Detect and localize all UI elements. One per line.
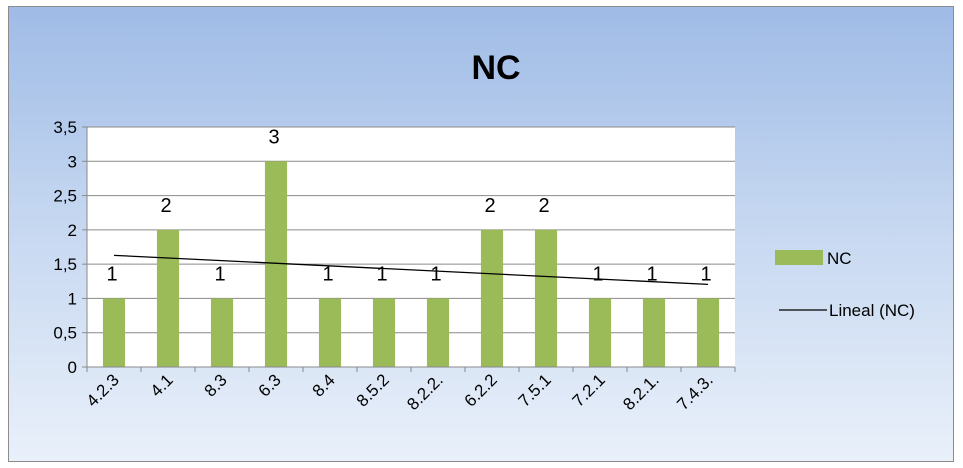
y-tick-label: 2,5 bbox=[53, 187, 77, 206]
bar-nc bbox=[642, 298, 666, 367]
data-label: 1 bbox=[700, 263, 711, 285]
x-axis: 4.2.3 4.1 8.3 6.3 8.4 8.5.2 8.2.2. 6.2.2 7.5.1 7.… bbox=[83, 366, 736, 414]
y-tick-label: 0,5 bbox=[53, 324, 77, 343]
data-label: 2 bbox=[538, 195, 549, 217]
data-label: 1 bbox=[646, 263, 657, 285]
plot-area bbox=[87, 127, 735, 367]
x-tick-label: 6.3 bbox=[255, 370, 285, 400]
x-tick-label: 8.3 bbox=[201, 370, 231, 400]
legend-swatch-nc bbox=[775, 250, 823, 265]
bar-nc bbox=[480, 229, 504, 367]
bars bbox=[102, 161, 720, 367]
x-tick-label: 7.4.3. bbox=[673, 370, 717, 414]
legend-label-trendline: Lineal (NC) bbox=[829, 301, 915, 320]
x-tick-label: 8.4 bbox=[309, 370, 339, 400]
data-label: 1 bbox=[106, 263, 117, 285]
x-tick-label: 8.2.2. bbox=[403, 370, 447, 414]
data-labels: 1 2 1 3 1 1 1 2 2 1 1 1 bbox=[106, 126, 711, 285]
x-tick-label: 8.5.2 bbox=[353, 370, 393, 410]
legend-label-nc: NC bbox=[827, 249, 852, 268]
bar-nc bbox=[696, 298, 720, 367]
x-tick-label: 4.1 bbox=[147, 370, 177, 400]
y-tick-label: 1 bbox=[68, 289, 77, 308]
y-tick-label: 2 bbox=[68, 221, 77, 240]
bar-nc bbox=[534, 229, 558, 367]
bar-nc bbox=[588, 298, 612, 367]
bar-nc bbox=[156, 229, 180, 367]
bar-nc bbox=[210, 298, 234, 367]
bar-nc bbox=[264, 161, 288, 367]
y-tick-label: 0 bbox=[68, 358, 77, 377]
data-label: 2 bbox=[484, 195, 495, 217]
x-tick-label: 4.2.3 bbox=[83, 370, 123, 410]
data-label: 1 bbox=[376, 263, 387, 285]
bar-nc bbox=[372, 298, 396, 367]
data-label: 1 bbox=[214, 263, 225, 285]
trendline bbox=[113, 254, 709, 286]
data-label: 1 bbox=[322, 263, 333, 285]
y-axis: 0 0,5 1 1,5 2 2,5 3 3,5 bbox=[53, 118, 88, 377]
x-tick-label: 8.2.1. bbox=[619, 370, 663, 414]
bar-nc bbox=[102, 298, 126, 367]
data-label: 1 bbox=[430, 263, 441, 285]
legend: NC Lineal (NC) bbox=[775, 249, 915, 320]
y-tick-label: 3,5 bbox=[53, 118, 77, 137]
chart-title: NC bbox=[471, 49, 520, 87]
data-label: 2 bbox=[160, 195, 171, 217]
x-tick-label: 7.2.1 bbox=[569, 370, 609, 410]
x-tick-label: 7.5.1 bbox=[515, 370, 555, 410]
data-label: 3 bbox=[268, 126, 279, 148]
trendline-layer bbox=[113, 254, 709, 286]
bar-nc bbox=[318, 298, 342, 367]
data-label: 1 bbox=[592, 263, 603, 285]
x-tick-label: 6.2.2 bbox=[461, 370, 501, 410]
y-tick-label: 3 bbox=[68, 152, 77, 171]
y-tick-label: 1,5 bbox=[53, 255, 77, 274]
bar-nc bbox=[426, 298, 450, 367]
gridlines bbox=[87, 126, 735, 368]
